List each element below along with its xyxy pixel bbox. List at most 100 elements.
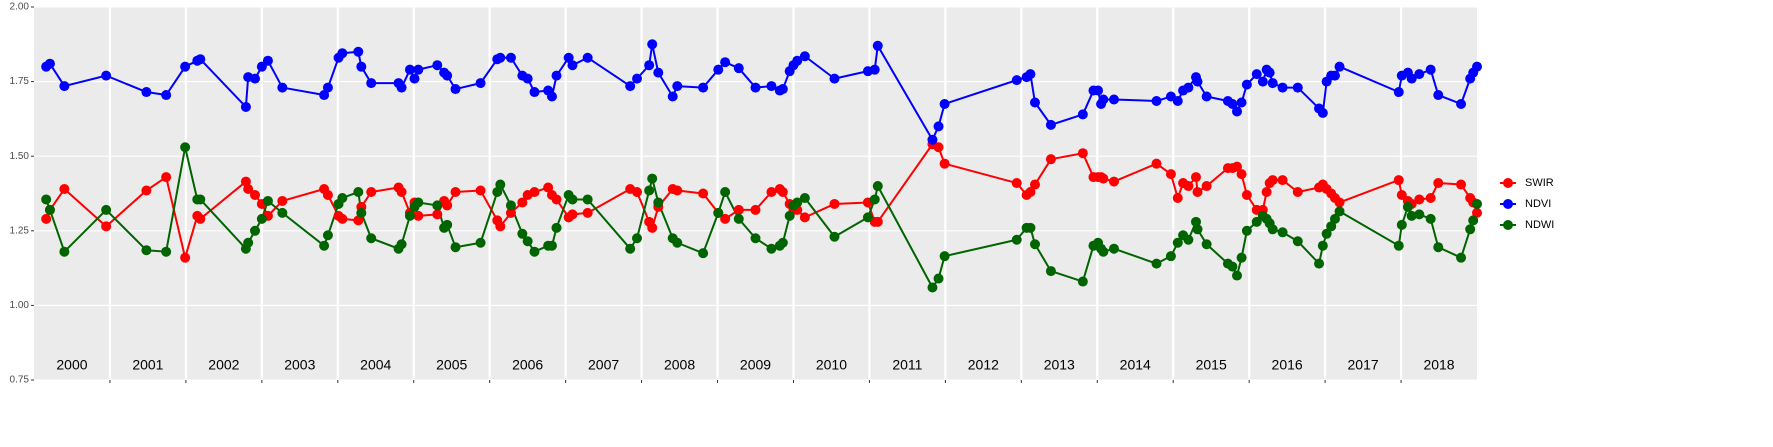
data-point [250,225,261,236]
legend-key-point [1503,178,1513,188]
data-point [1314,258,1325,269]
data-point [799,212,810,223]
year-label: 2013 [1044,357,1075,373]
data-point [1236,252,1247,263]
data-point [180,142,191,153]
data-point [647,222,658,233]
data-point [1292,236,1303,247]
data-point [250,189,261,200]
year-label: 2004 [360,357,391,373]
data-point [529,87,540,98]
data-point [567,209,578,220]
data-point [1277,227,1288,238]
data-point [41,213,52,224]
data-point [1334,197,1345,208]
data-point [939,251,950,262]
data-point [1472,61,1482,72]
year-label: 2010 [816,357,847,373]
data-point [1334,61,1345,72]
year-label: 2018 [1423,357,1454,373]
data-point [1029,179,1040,190]
data-point [750,233,761,244]
data-point [404,64,415,75]
year-label: 2015 [1196,357,1227,373]
data-point [1241,79,1252,90]
data-point [495,221,506,232]
data-point [644,185,655,196]
data-point [1456,179,1467,190]
year-label: 2009 [740,357,771,373]
data-point [1029,239,1040,250]
data-point [1201,239,1212,250]
data-point [792,55,803,66]
data-point [567,60,578,71]
data-point [1236,169,1247,180]
data-point [337,48,348,59]
data-point [1329,70,1340,81]
data-point [1433,242,1444,253]
data-point [1098,173,1109,184]
data-point [353,187,364,198]
year-label: 2012 [968,357,999,373]
data-point [240,101,251,112]
data-point [872,40,883,51]
data-point [1029,97,1040,108]
data-point [442,200,453,211]
data-point [799,51,810,62]
data-point [1433,90,1444,101]
data-point [1472,198,1482,209]
data-point [1192,224,1203,235]
data-point [672,81,683,92]
data-point [1317,240,1328,251]
data-point [505,207,516,218]
legend-label: NDVI [1525,198,1551,210]
data-point [59,246,70,257]
data-point [101,204,112,215]
data-point [319,240,330,251]
data-point [792,197,803,208]
data-point [551,222,562,233]
data-point [1077,109,1088,120]
data-point [872,216,883,227]
data-point [543,182,554,193]
data-point [1396,219,1407,230]
data-point [413,197,424,208]
data-point [698,82,709,93]
data-point [1267,224,1278,235]
data-point [720,57,731,68]
data-point [322,189,333,200]
data-point [1077,276,1088,287]
data-point [1011,234,1022,245]
data-point [495,52,506,63]
data-point [927,282,938,293]
data-point [939,158,950,169]
data-point [243,237,254,248]
data-point [59,184,70,195]
data-point [1172,192,1183,203]
data-point [1183,181,1194,192]
data-point [161,172,172,183]
y-tick-label: 2.00 [10,2,30,13]
year-label: 2008 [664,357,695,373]
data-point [353,46,364,57]
data-point [551,70,562,81]
data-point [1183,234,1194,245]
data-point [195,54,206,65]
data-point [1292,187,1303,198]
data-point [862,212,873,223]
data-point [698,188,709,199]
data-point [546,91,557,102]
data-point [396,187,407,198]
data-point [766,243,777,254]
data-point [799,192,810,203]
data-point [1334,206,1345,217]
data-point [829,231,840,242]
data-point [356,61,367,72]
data-point [1098,94,1109,105]
data-point [180,252,191,263]
data-point [432,60,443,71]
data-point [766,81,777,92]
data-point [1108,176,1119,187]
data-point [869,64,880,75]
